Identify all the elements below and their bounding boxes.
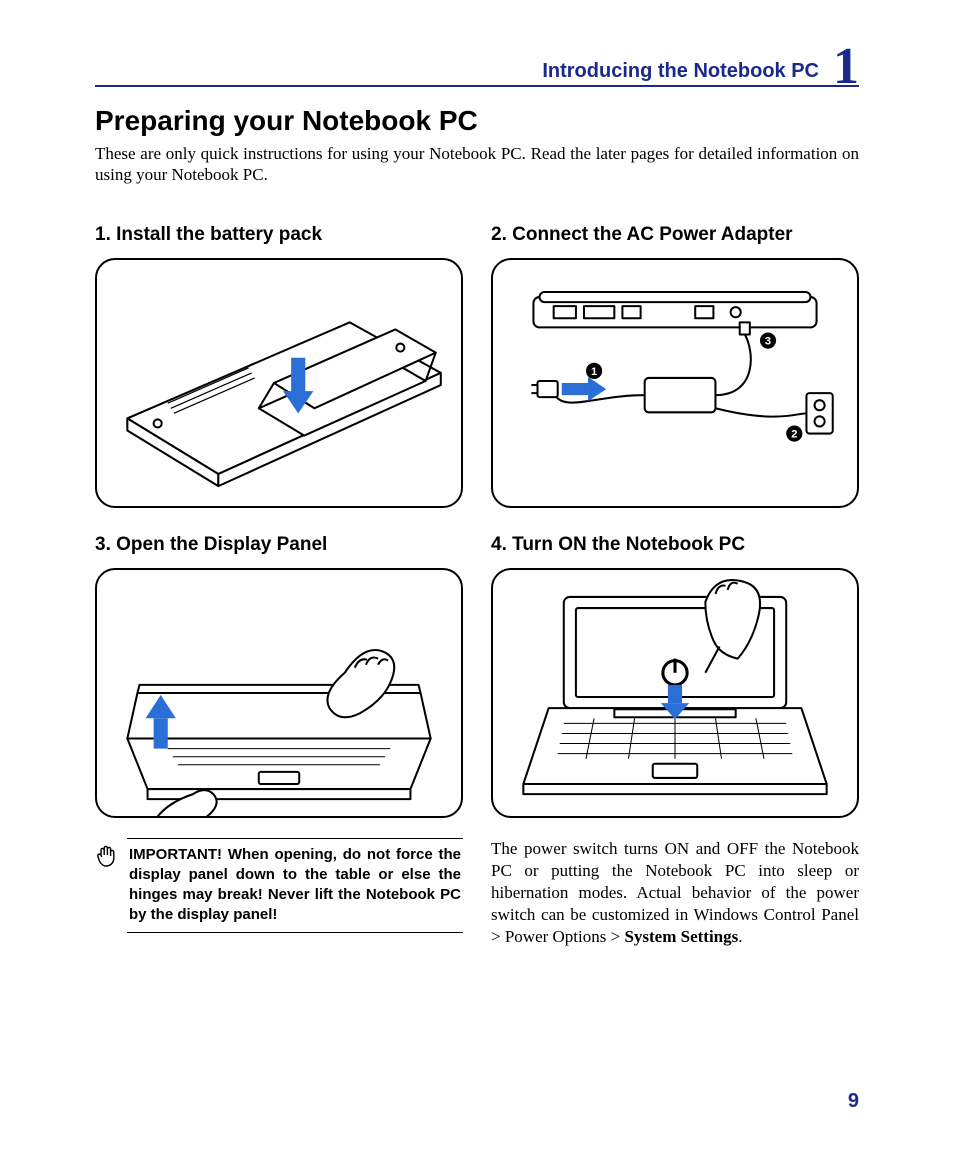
svg-text:2: 2 — [791, 428, 797, 440]
step-1: 1. Install the battery pack — [95, 224, 463, 508]
power-on-icon — [493, 570, 857, 816]
intro-paragraph: These are only quick instructions for us… — [95, 143, 859, 186]
section-title: Preparing your Notebook PC — [95, 105, 859, 137]
below-grid: IMPORTANT! When opening, do not force th… — [95, 838, 859, 948]
step-3: 3. Open the Display Panel — [95, 534, 463, 818]
step-1-heading: 1. Install the battery pack — [95, 224, 463, 246]
step-4: 4. Turn ON the Notebook PC — [491, 534, 859, 818]
step-2: 2. Connect the AC Power Adapter — [491, 224, 859, 508]
turn-on-text-punct: . — [738, 927, 742, 946]
turn-on-text-bold: System Settings — [624, 927, 738, 946]
running-head-title: Introducing the Notebook PC — [542, 60, 819, 83]
arrow-right-icon — [562, 376, 606, 400]
svg-text:1: 1 — [591, 365, 597, 377]
chapter-number: 1 — [833, 46, 859, 88]
steps-grid: 1. Install the battery pack — [95, 224, 859, 818]
svg-text:3: 3 — [765, 335, 771, 347]
ac-adapter-icon: 1 2 3 — [493, 260, 857, 506]
step-3-illustration — [95, 568, 463, 818]
manual-page: Introducing the Notebook PC 1 Preparing … — [0, 0, 954, 1155]
step-4-heading: 4. Turn ON the Notebook PC — [491, 534, 859, 556]
hand-stop-icon — [95, 838, 119, 870]
turn-on-paragraph: The power switch turns ON and OFF the No… — [491, 838, 859, 948]
step-4-illustration — [491, 568, 859, 818]
open-display-icon — [97, 570, 461, 816]
page-number: 9 — [848, 1090, 859, 1113]
step-2-heading: 2. Connect the AC Power Adapter — [491, 224, 859, 246]
step-1-illustration — [95, 258, 463, 508]
important-note: IMPORTANT! When opening, do not force th… — [95, 838, 463, 948]
important-note-text: IMPORTANT! When opening, do not force th… — [127, 838, 463, 933]
battery-install-icon — [97, 260, 461, 506]
running-head: Introducing the Notebook PC 1 — [95, 40, 859, 87]
step-3-heading: 3. Open the Display Panel — [95, 534, 463, 556]
step-2-illustration: 1 2 3 — [491, 258, 859, 508]
